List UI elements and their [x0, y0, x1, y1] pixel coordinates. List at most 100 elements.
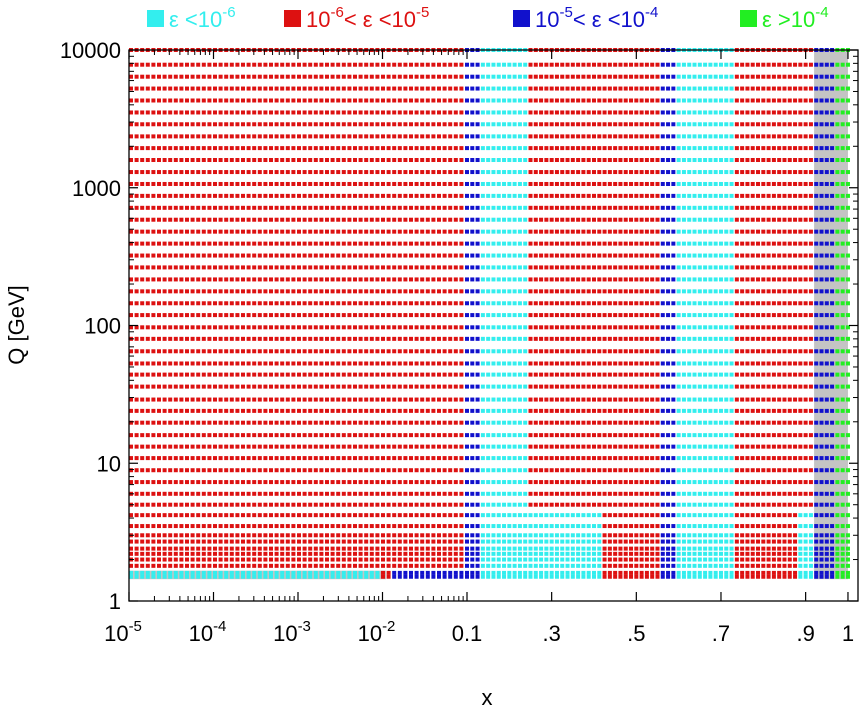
grid-point [465, 301, 469, 306]
grid-point [241, 444, 245, 449]
grid-point [151, 205, 156, 210]
grid-point [381, 539, 385, 544]
grid-point [644, 241, 649, 246]
grid-point [756, 193, 761, 198]
grid-point [381, 193, 385, 198]
grid-point [549, 480, 554, 485]
grid-point [729, 193, 734, 198]
grid-point [168, 563, 173, 568]
grid-point [313, 533, 318, 538]
legend-item-c1: ε <10-6 [147, 4, 236, 32]
grid-point [470, 563, 475, 568]
grid-point [302, 397, 307, 402]
grid-point [528, 546, 533, 551]
grid-point [213, 433, 217, 438]
grid-point [425, 444, 430, 449]
grid-point [708, 491, 713, 496]
grid-point [381, 433, 385, 438]
grid-point [740, 444, 745, 449]
grid-point [224, 301, 229, 306]
grid-point [591, 546, 596, 551]
grid-point [560, 253, 565, 258]
grid-point [229, 241, 234, 246]
grid-point [157, 193, 161, 198]
grid-point [386, 241, 391, 246]
grid-point [252, 384, 257, 389]
grid-point [782, 480, 787, 485]
grid-point [613, 480, 618, 485]
grid-point [554, 551, 559, 556]
grid-point [168, 513, 173, 518]
grid-point [173, 480, 178, 485]
grid-point [639, 253, 644, 258]
grid-point [291, 313, 296, 318]
grid-point [607, 480, 612, 485]
grid-row-3 [129, 557, 850, 562]
grid-point [330, 372, 335, 377]
grid-point [570, 217, 575, 222]
grid-point [364, 217, 369, 222]
grid-point [724, 433, 729, 438]
grid-point [263, 229, 268, 234]
grid-point [392, 289, 397, 294]
grid-point [740, 325, 745, 330]
grid-point [196, 229, 201, 234]
grid-point [269, 502, 273, 507]
grid-point [409, 193, 413, 198]
grid-point [845, 533, 850, 538]
grid-point [201, 539, 206, 544]
grid-point [718, 349, 723, 354]
grid-point [235, 349, 240, 354]
grid-point [386, 468, 391, 473]
grid-point [475, 349, 480, 354]
grid-point [274, 325, 279, 330]
grid-point [798, 524, 803, 529]
grid-point [218, 349, 223, 354]
grid-point [671, 468, 676, 473]
grid-point [745, 533, 750, 538]
grid-point [364, 289, 369, 294]
grid-point [297, 349, 301, 354]
grid-point [235, 217, 240, 222]
grid-point [263, 539, 268, 544]
grid-point [475, 241, 480, 246]
grid-point [269, 444, 273, 449]
grid-point [565, 468, 570, 473]
grid-point [808, 265, 813, 270]
grid-point [803, 491, 808, 496]
grid-point [554, 468, 559, 473]
grid-point [196, 397, 201, 402]
grid-point [655, 241, 660, 246]
grid-point [793, 444, 798, 449]
grid-point [655, 570, 660, 575]
grid-point [777, 217, 782, 222]
grid-point [687, 502, 692, 507]
grid-point [285, 420, 290, 425]
grid-point [353, 551, 357, 556]
grid-point [229, 551, 234, 556]
grid-point [835, 289, 840, 294]
grid-point [618, 563, 623, 568]
grid-point [280, 253, 285, 258]
grid-point [761, 533, 766, 538]
grid-point [145, 217, 150, 222]
grid-point [655, 420, 660, 425]
grid-point [448, 193, 453, 198]
grid-point [591, 193, 596, 198]
grid-point [528, 574, 533, 579]
grid-point [162, 546, 167, 551]
grid-point [173, 546, 178, 551]
grid-point [819, 480, 824, 485]
grid-point [666, 570, 671, 575]
grid-point [241, 384, 245, 389]
grid-point [808, 205, 813, 210]
grid-point [353, 217, 357, 222]
grid-row-6 [129, 539, 850, 544]
grid-point [808, 301, 813, 306]
grid-point [512, 546, 517, 551]
grid-point [824, 433, 829, 438]
grid-point [814, 361, 819, 366]
grid-point [453, 502, 458, 507]
grid-point [448, 277, 453, 282]
grid-point [771, 546, 776, 551]
